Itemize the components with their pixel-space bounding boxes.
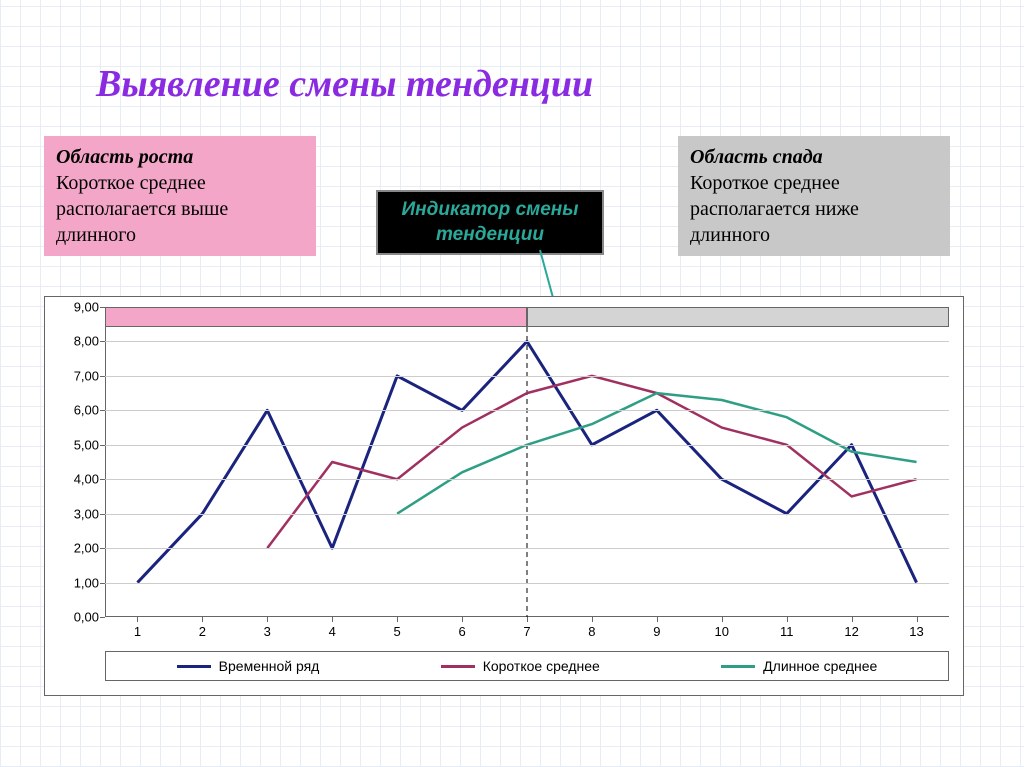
legend-label: Короткое среднее xyxy=(483,658,600,674)
growth-band xyxy=(105,307,527,327)
y-tick xyxy=(100,548,105,549)
legend-label: Временной ряд xyxy=(219,658,320,674)
x-tick xyxy=(202,617,203,622)
y-tick xyxy=(100,479,105,480)
x-tick xyxy=(787,617,788,622)
gridline xyxy=(105,583,949,584)
x-axis-label: 10 xyxy=(707,624,737,639)
legend-swatch xyxy=(441,665,475,668)
y-tick xyxy=(100,376,105,377)
legend-item: Длинное среднее xyxy=(721,658,877,674)
growth-region-body: Короткое среднее располагается выше длин… xyxy=(56,170,304,248)
y-axis-label: 8,00 xyxy=(59,334,99,349)
growth-region-title: Область роста xyxy=(56,144,304,170)
legend-item: Временной ряд xyxy=(177,658,320,674)
chart-plot-area: 0,001,002,003,004,005,006,007,008,009,00… xyxy=(105,307,949,617)
chart-legend: Временной ряд Короткое среднее Длинное сре… xyxy=(105,651,949,681)
indicator-line1: Индикатор смены xyxy=(384,198,596,223)
y-axis-label: 3,00 xyxy=(59,506,99,521)
growth-region-box: Область роста Короткое среднее располага… xyxy=(44,136,316,256)
y-axis-label: 5,00 xyxy=(59,437,99,452)
y-axis-label: 4,00 xyxy=(59,472,99,487)
x-tick xyxy=(527,617,528,622)
gridline xyxy=(105,548,949,549)
x-tick xyxy=(852,617,853,622)
gridline xyxy=(105,341,949,342)
y-tick xyxy=(100,514,105,515)
x-tick xyxy=(917,617,918,622)
y-axis-label: 6,00 xyxy=(59,403,99,418)
gridline xyxy=(105,479,949,480)
x-tick xyxy=(592,617,593,622)
y-tick xyxy=(100,307,105,308)
y-axis-label: 2,00 xyxy=(59,541,99,556)
chart-lines xyxy=(105,307,949,617)
legend-swatch xyxy=(177,665,211,668)
y-axis-label: 0,00 xyxy=(59,610,99,625)
x-tick xyxy=(332,617,333,622)
page-title: Выявление смены тенденции xyxy=(96,62,593,106)
x-tick xyxy=(722,617,723,622)
legend-swatch xyxy=(721,665,755,668)
x-axis-label: 13 xyxy=(902,624,932,639)
y-tick xyxy=(100,583,105,584)
y-tick xyxy=(100,617,105,618)
x-tick xyxy=(397,617,398,622)
y-axis-label: 1,00 xyxy=(59,575,99,590)
y-axis-label: 9,00 xyxy=(59,300,99,315)
x-axis-label: 7 xyxy=(512,624,542,639)
gridline xyxy=(105,514,949,515)
x-axis-label: 5 xyxy=(382,624,412,639)
decline-region-box: Область спада Короткое среднее располага… xyxy=(678,136,950,256)
x-axis-label: 1 xyxy=(122,624,152,639)
x-tick xyxy=(137,617,138,622)
decline-region-body: Короткое среднее располагается ниже длин… xyxy=(690,170,938,248)
y-tick xyxy=(100,445,105,446)
x-tick xyxy=(462,617,463,622)
gridline xyxy=(105,376,949,377)
gridline xyxy=(105,445,949,446)
legend-label: Длинное среднее xyxy=(763,658,877,674)
indicator-box: Индикатор смены тенденции xyxy=(376,190,604,255)
gridline xyxy=(105,410,949,411)
x-tick xyxy=(657,617,658,622)
decline-region-title: Область спада xyxy=(690,144,938,170)
x-axis-label: 2 xyxy=(187,624,217,639)
x-axis-label: 4 xyxy=(317,624,347,639)
x-axis-label: 12 xyxy=(837,624,867,639)
x-axis-label: 3 xyxy=(252,624,282,639)
x-tick xyxy=(267,617,268,622)
x-axis-label: 8 xyxy=(577,624,607,639)
legend-item: Короткое среднее xyxy=(441,658,600,674)
x-axis-label: 9 xyxy=(642,624,672,639)
x-axis-label: 11 xyxy=(772,624,802,639)
y-axis-label: 7,00 xyxy=(59,368,99,383)
y-tick xyxy=(100,410,105,411)
y-tick xyxy=(100,341,105,342)
x-axis-label: 6 xyxy=(447,624,477,639)
indicator-line2: тенденции xyxy=(384,223,596,248)
decline-band xyxy=(527,307,949,327)
chart-container: 0,00 1,00 2,00 3,00 4,00 5,00 6,00 7,00 8,00 9,00… xyxy=(44,296,964,696)
